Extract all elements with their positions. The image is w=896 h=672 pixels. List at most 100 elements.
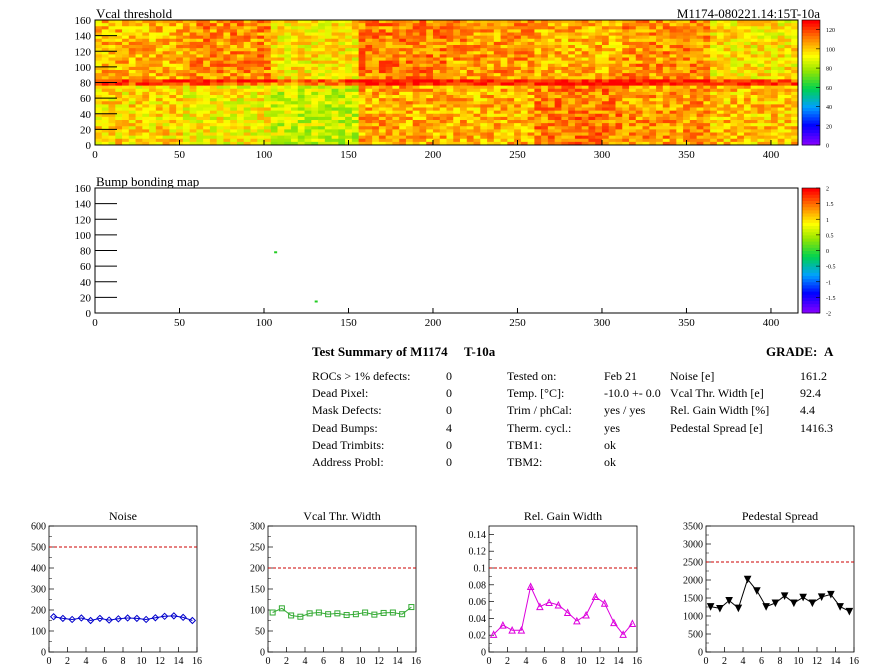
map-cell: [203, 135, 211, 140]
map-cell: [608, 126, 616, 130]
map-cell: [480, 66, 488, 71]
map-cell: [615, 32, 623, 37]
y-tick-label: 100: [75, 62, 92, 74]
map-cell: [480, 132, 488, 137]
map-cell: [412, 116, 420, 121]
palette-cell: [802, 104, 820, 108]
map-cell: [128, 73, 136, 77]
map-cell: [169, 66, 177, 71]
map-cell: [284, 29, 292, 33]
map-cell: [784, 101, 792, 105]
map-cell: [547, 101, 556, 105]
palette-cell: [802, 228, 820, 233]
map-cell: [236, 91, 245, 96]
map-cell: [351, 20, 360, 24]
map-cell: [466, 113, 474, 118]
y-tick-label: 100: [75, 230, 92, 242]
map-cell: [101, 85, 109, 90]
map-cell: [595, 104, 603, 108]
map-cell: [601, 88, 610, 93]
map-cell: [392, 116, 400, 121]
map-cell: [392, 132, 400, 137]
map-cell: [419, 135, 427, 140]
map-cell: [169, 110, 177, 115]
map-cell: [122, 82, 130, 87]
palette-cell: [802, 213, 820, 217]
map-cell: [385, 132, 393, 137]
map-cell: [405, 57, 414, 62]
map-cell: [493, 23, 501, 27]
map-cell: [635, 135, 643, 140]
map-cell: [399, 45, 407, 49]
condition-label: TBM1:: [507, 437, 543, 452]
map-cell: [135, 32, 143, 37]
map-cell: [703, 60, 711, 65]
map-cell: [561, 51, 569, 55]
map-cell: [629, 41, 637, 46]
map-cell: [703, 20, 711, 24]
map-cell: [689, 98, 698, 102]
map-cell: [520, 107, 529, 112]
map-cell: [784, 35, 792, 40]
map-cell: [182, 45, 191, 49]
map-cell: [615, 29, 623, 33]
map-cell: [203, 57, 211, 62]
map-cell: [432, 123, 441, 127]
map-cell: [581, 138, 589, 143]
map-cell: [595, 26, 603, 30]
map-cell: [358, 79, 366, 83]
map-cell: [351, 66, 360, 71]
map-cell: [460, 116, 468, 121]
map-cell: [250, 107, 258, 112]
map-cell: [716, 32, 725, 37]
map-cell: [351, 126, 360, 130]
map-cell: [568, 76, 576, 80]
map-cell: [737, 138, 745, 143]
map-cell: [649, 45, 657, 49]
map-cell: [95, 126, 103, 130]
module-id-label: M1174-080221.14:15T-10a: [677, 6, 820, 21]
map-cell: [574, 132, 583, 137]
map-cell: [385, 66, 393, 71]
map-cell: [547, 63, 556, 68]
map-cell: [162, 76, 170, 80]
map-cell: [209, 45, 218, 49]
map-cell: [351, 113, 360, 118]
map-cell: [622, 57, 630, 62]
map-cell: [622, 45, 630, 49]
map-cell: [378, 101, 387, 105]
map-cell: [791, 70, 799, 74]
map-cell: [635, 45, 643, 49]
map-cell: [230, 76, 238, 80]
map-cell: [460, 132, 468, 137]
map-cell: [230, 45, 238, 49]
map-cell: [142, 113, 150, 118]
map-cell: [683, 85, 691, 90]
map-cell: [432, 88, 441, 93]
map-cell: [345, 132, 353, 137]
map-cell: [689, 66, 698, 71]
map-cell: [601, 98, 610, 102]
map-cell: [155, 63, 163, 68]
map-cell: [656, 101, 664, 105]
map-cell: [216, 120, 224, 124]
map-cell: [764, 76, 772, 80]
map-cell: [453, 38, 461, 43]
map-cell: [263, 113, 272, 118]
map-cell: [446, 26, 454, 30]
map-cell: [399, 95, 407, 99]
map-cell: [480, 113, 488, 118]
data-point: [160, 612, 169, 621]
map-cell: [122, 95, 130, 99]
map-cell: [351, 54, 360, 58]
data-point: [59, 614, 67, 623]
map-cell: [527, 23, 535, 27]
map-cell: [108, 70, 116, 74]
map-cell: [108, 141, 116, 146]
map-cell: [365, 132, 373, 137]
map-cell: [750, 82, 758, 87]
map-cell: [710, 60, 718, 65]
map-cell: [500, 85, 508, 90]
map-cell: [149, 120, 157, 124]
map-cell: [189, 51, 197, 55]
